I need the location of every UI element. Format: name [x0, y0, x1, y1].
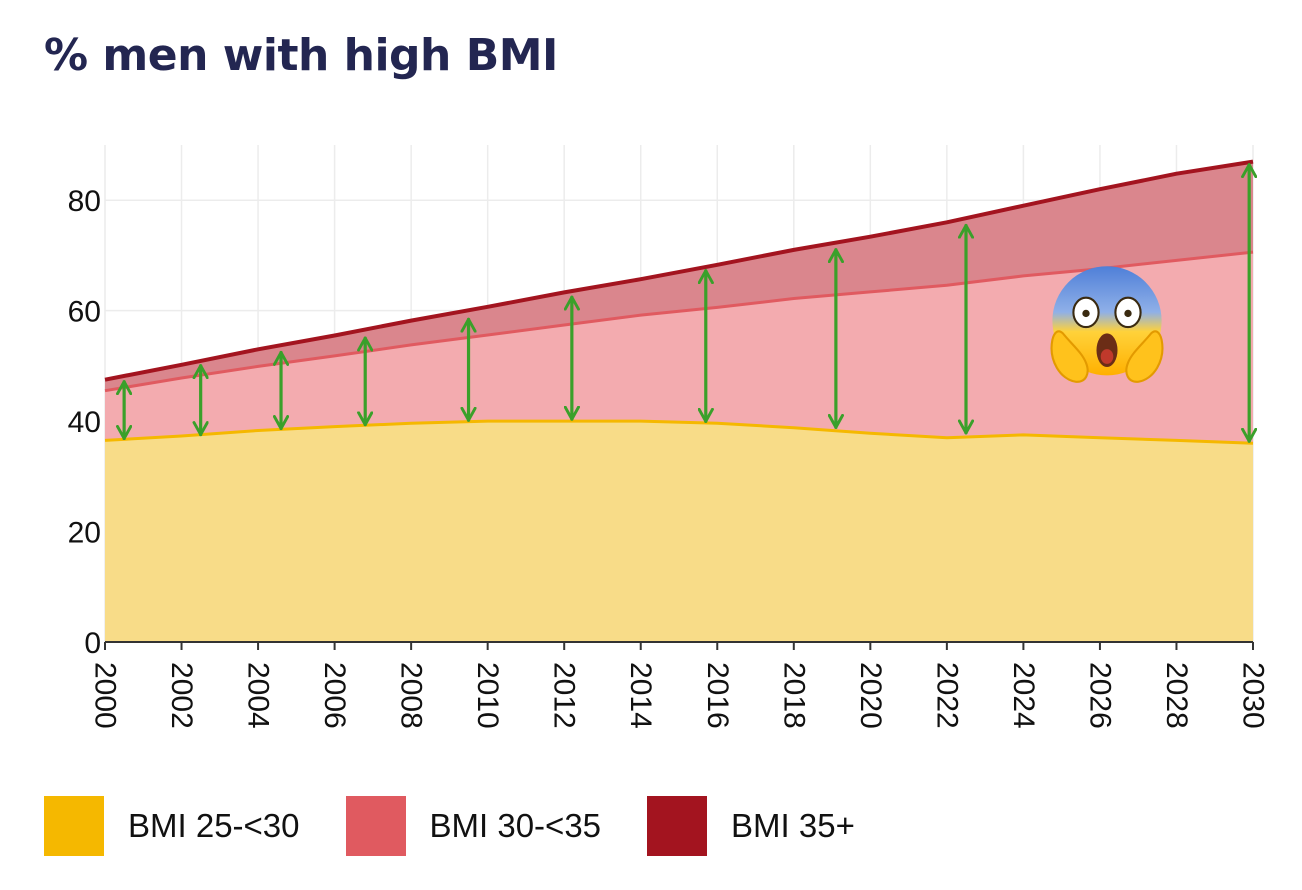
legend-item-bmi-30-35: BMI 30-<35 [345, 796, 602, 856]
scream-face-icon [1050, 266, 1164, 383]
green-arrow-annotations [124, 163, 1249, 443]
x-tick-label-15: 2030 [1237, 662, 1270, 729]
y-axis-tick-labels: 0 20 40 60 80 [68, 185, 101, 660]
x-tick-label-14: 2028 [1160, 662, 1193, 729]
y-tick-label-3: 60 [68, 296, 101, 329]
legend-swatch-bmi-30-35 [345, 796, 406, 856]
area-series-0 [105, 421, 1253, 642]
chart-title: % men with high BMI [44, 30, 558, 81]
line-series-2 [104, 159, 1254, 382]
legend-item-bmi-25-30: BMI 25-<30 [44, 796, 300, 856]
x-tick-label-6: 2012 [548, 662, 581, 729]
legend-label-bmi-35-plus: BMI 35+ [731, 807, 855, 844]
x-tick-label-7: 2014 [624, 662, 657, 729]
legend-swatch-bmi-25-30 [44, 796, 104, 856]
series-lines [104, 159, 1254, 445]
x-tick-label-11: 2022 [930, 662, 963, 729]
y-tick-label-1: 20 [68, 517, 101, 550]
legend-label-bmi-25-30: BMI 25-<30 [128, 807, 300, 844]
x-tick-label-0: 2000 [89, 662, 122, 729]
x-tick-label-4: 2008 [395, 662, 428, 729]
y-tick-label-2: 40 [68, 406, 101, 439]
x-tick-label-3: 2006 [318, 662, 351, 729]
x-tick-label-10: 2020 [854, 662, 887, 729]
axes [104, 641, 1254, 650]
x-tick-label-12: 2024 [1007, 662, 1040, 729]
x-tick-label-13: 2026 [1083, 662, 1116, 729]
x-tick-label-8: 2016 [701, 662, 734, 729]
legend-swatch-bmi-35-plus [647, 796, 708, 856]
line-series-1 [104, 250, 1254, 393]
legend-label-bmi-30-35: BMI 30-<35 [429, 807, 602, 844]
y-tick-label-4: 80 [68, 185, 101, 218]
legend: BMI 25-<30 BMI 30-<35 BMI 35+ [44, 796, 901, 856]
stacked-areas [105, 161, 1253, 642]
x-axis-tick-labels: 2000 2002 2004 2006 2008 2010 2012 2014 2016 2018… [89, 662, 1270, 729]
legend-item-bmi-35-plus: BMI 35+ [647, 796, 855, 856]
x-tick-label-1: 2002 [165, 662, 198, 729]
line-series-0 [104, 419, 1254, 445]
y-tick-label-0: 0 [84, 627, 101, 660]
x-tick-label-9: 2018 [777, 662, 810, 729]
x-tick-label-5: 2010 [471, 662, 504, 729]
x-tick-label-2: 2004 [242, 662, 275, 729]
